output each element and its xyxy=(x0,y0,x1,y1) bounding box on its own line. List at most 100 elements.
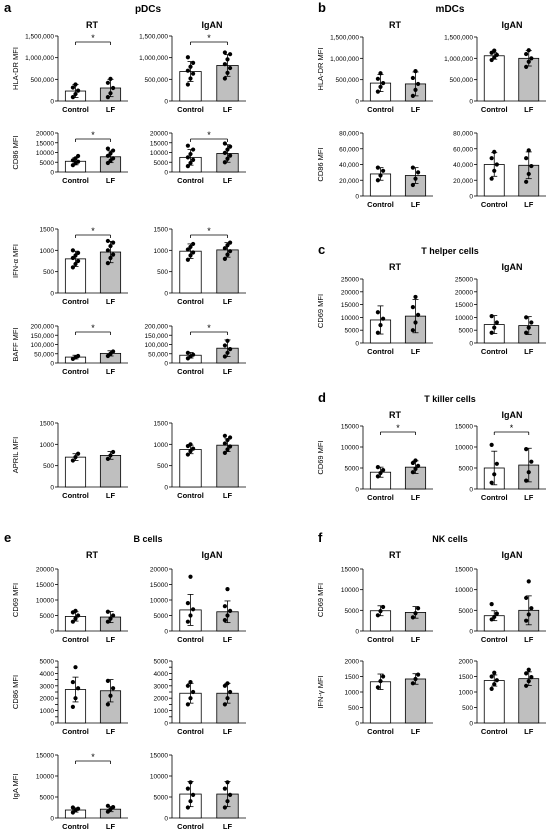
data-point xyxy=(494,461,499,466)
y-tick-label: 5000 xyxy=(154,160,169,167)
data-point xyxy=(225,681,230,686)
data-point xyxy=(188,76,193,81)
data-point xyxy=(529,606,534,611)
data-point xyxy=(524,683,529,688)
data-point xyxy=(225,243,230,248)
chart-a-hla-rt: 0 500,000 1,000,000 1,500,000 HLA-DR MFI Cont… xyxy=(11,33,128,114)
x-tick-label: Control xyxy=(62,367,89,376)
y-tick-label: 0 xyxy=(164,170,168,177)
data-point xyxy=(188,253,193,258)
subpanel-label-left: RT xyxy=(389,20,401,30)
data-point xyxy=(529,163,534,169)
data-point xyxy=(378,679,383,684)
y-tick-label: 1000 xyxy=(154,248,169,255)
data-point xyxy=(76,153,81,159)
data-point xyxy=(70,85,75,90)
y-tick-label: 0 xyxy=(50,170,54,177)
data-point xyxy=(492,472,497,477)
data-point xyxy=(222,76,227,81)
y-tick-label: 5000 xyxy=(459,608,474,615)
y-tick-label: 5000 xyxy=(345,608,360,615)
chart-e-cd69-rt: 0 5000 10000 15000 20000 CD69 MFI Control LF xyxy=(11,567,128,644)
y-axis-label: IFN-γ MFI xyxy=(316,675,325,708)
data-point xyxy=(105,809,110,814)
significance-marker: * xyxy=(510,423,514,433)
y-tick-label: 0 xyxy=(355,721,359,728)
data-point xyxy=(222,702,227,707)
x-tick-label: Control xyxy=(481,105,508,114)
significance-marker: * xyxy=(91,323,95,333)
data-point xyxy=(185,683,190,688)
data-point xyxy=(188,442,193,447)
data-point xyxy=(524,671,529,676)
chart-a-ifn-rt: 0 500 1000 1500 IFN-α MFI Control LF * xyxy=(11,226,128,306)
data-point xyxy=(489,156,494,161)
x-tick-label: Control xyxy=(367,493,394,502)
data-point xyxy=(76,806,81,811)
data-point xyxy=(76,353,81,359)
data-point xyxy=(222,141,227,146)
data-point xyxy=(524,64,529,69)
x-tick-label: Control xyxy=(62,297,89,306)
data-point xyxy=(70,704,75,709)
data-point xyxy=(413,676,418,682)
data-point xyxy=(529,56,534,61)
y-tick-label: 1,000,000 xyxy=(139,55,168,62)
data-point xyxy=(225,252,230,257)
data-point xyxy=(529,675,534,680)
data-point xyxy=(225,799,230,804)
data-point xyxy=(188,574,193,579)
y-tick-label: 0 xyxy=(50,291,54,298)
panel-title: B cells xyxy=(133,534,162,544)
subpanel-label-left: RT xyxy=(389,410,401,420)
x-tick-label: Control xyxy=(481,493,508,502)
y-tick-label: 1,500,000 xyxy=(444,35,473,42)
y-tick-label: 5000 xyxy=(154,795,169,802)
x-tick-label: Control xyxy=(177,367,204,376)
y-tick-label: 0 xyxy=(50,721,54,728)
y-tick-label: 10000 xyxy=(341,445,359,452)
data-point xyxy=(111,804,116,810)
y-tick-label: 150,000 xyxy=(31,333,55,340)
data-point xyxy=(410,681,415,686)
y-tick-label: 0 xyxy=(469,629,473,636)
y-tick-label: 500,000 xyxy=(336,77,360,84)
data-point xyxy=(381,674,386,679)
data-point xyxy=(228,249,233,254)
data-point xyxy=(70,265,75,270)
y-tick-label: 0 xyxy=(355,99,359,106)
x-tick-label: LF xyxy=(411,727,421,736)
y-tick-label: 100,000 xyxy=(145,342,169,349)
significance-marker: * xyxy=(396,423,400,433)
chart-b-cd86-igan: 0 20,000 40,000 60,000 80,000 Control LF xyxy=(453,131,546,209)
data-point xyxy=(492,325,497,330)
data-point xyxy=(489,442,494,447)
bar-control xyxy=(64,456,87,488)
chart-d-cd69-igan: 0 5000 10000 15000 Control LF * xyxy=(455,423,546,502)
data-point xyxy=(526,171,531,177)
data-point xyxy=(222,618,227,623)
y-tick-label: 10000 xyxy=(455,445,473,452)
data-point xyxy=(375,474,380,479)
data-point xyxy=(228,144,233,149)
chart-d-cd69-rt: 0 5000 10000 15000 CD69 MFI Control LF * xyxy=(316,423,433,502)
data-point xyxy=(73,616,78,621)
data-point xyxy=(410,615,415,620)
chart-c-cd69-rt: 0 5000 10000 15000 20000 25000 CD69 MFI Control… xyxy=(316,277,433,356)
x-tick-label: LF xyxy=(524,493,534,502)
data-point xyxy=(526,679,531,684)
x-tick-label: Control xyxy=(367,635,394,644)
y-tick-label: 50,000 xyxy=(148,351,168,358)
y-tick-label: 0 xyxy=(50,816,54,823)
data-point xyxy=(73,91,78,97)
data-point xyxy=(378,470,383,476)
data-point xyxy=(225,147,230,152)
y-tick-label: 500 xyxy=(157,269,168,276)
data-point xyxy=(70,619,75,624)
y-tick-label: 20000 xyxy=(341,289,359,296)
data-point xyxy=(225,780,230,785)
data-point xyxy=(381,168,386,173)
panel-letter: d xyxy=(318,390,326,405)
y-tick-label: 500,000 xyxy=(31,77,55,84)
panel-a-header: a pDCs RT IgAN xyxy=(4,0,223,30)
